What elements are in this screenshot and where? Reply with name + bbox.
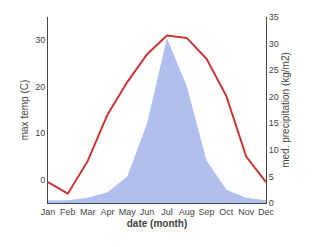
svg-text:Mar: Mar xyxy=(80,207,96,217)
svg-text:Jun: Jun xyxy=(140,207,155,217)
svg-text:0: 0 xyxy=(269,198,274,208)
svg-text:Dec: Dec xyxy=(258,207,275,217)
svg-text:30: 30 xyxy=(35,35,45,45)
svg-text:May: May xyxy=(119,207,137,217)
svg-text:med. precipitation (kg/m2): med. precipitation (kg/m2) xyxy=(280,52,291,168)
svg-text:max temp (C): max temp (C) xyxy=(19,80,30,141)
svg-text:Oct: Oct xyxy=(219,207,234,217)
svg-text:Jan: Jan xyxy=(41,207,56,217)
svg-text:Apr: Apr xyxy=(100,207,114,217)
svg-text:Aug: Aug xyxy=(179,207,195,217)
svg-text:date (month): date (month) xyxy=(127,218,188,229)
svg-text:Feb: Feb xyxy=(60,207,76,217)
svg-text:10: 10 xyxy=(35,128,45,138)
svg-text:Nov: Nov xyxy=(238,207,255,217)
svg-text:Sep: Sep xyxy=(199,207,215,217)
svg-text:0: 0 xyxy=(40,175,45,185)
svg-text:20: 20 xyxy=(35,82,45,92)
svg-text:25: 25 xyxy=(269,65,279,75)
svg-text:35: 35 xyxy=(269,12,279,22)
svg-text:10: 10 xyxy=(269,145,279,155)
svg-text:30: 30 xyxy=(269,39,279,49)
svg-text:20: 20 xyxy=(269,92,279,102)
svg-text:Jul: Jul xyxy=(161,207,173,217)
svg-text:5: 5 xyxy=(269,172,274,182)
svg-text:15: 15 xyxy=(269,118,279,128)
